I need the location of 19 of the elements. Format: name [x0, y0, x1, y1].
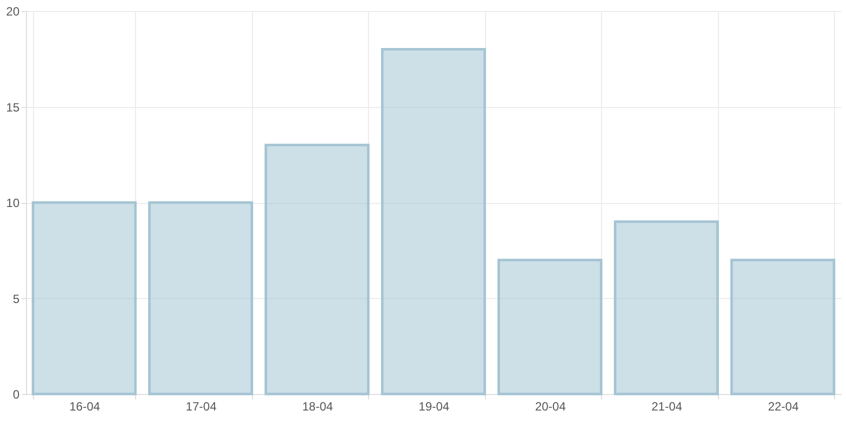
- x-tick-label: 18-04: [302, 400, 334, 414]
- x-tick-label: 21-04: [652, 400, 683, 414]
- x-tick-label: 19-04: [418, 400, 450, 414]
- x-tick-label: 16-04: [69, 400, 100, 414]
- x-tick-label: 22-04: [768, 400, 799, 414]
- bar: [148, 201, 254, 396]
- y-tick-label: 20: [6, 4, 20, 18]
- y-tick-label: 5: [12, 292, 20, 306]
- bar: [32, 201, 137, 396]
- bar: [730, 258, 836, 396]
- bar: [264, 144, 370, 396]
- bar: [497, 258, 602, 396]
- bar: [614, 220, 719, 396]
- x-tick-label: 20-04: [535, 400, 566, 414]
- y-tick-label: 15: [6, 100, 20, 114]
- bar: [381, 48, 486, 396]
- x-tick-label: 17-04: [186, 400, 217, 414]
- y-tick-label: 10: [6, 196, 20, 210]
- y-tick-label: 0: [12, 388, 20, 402]
